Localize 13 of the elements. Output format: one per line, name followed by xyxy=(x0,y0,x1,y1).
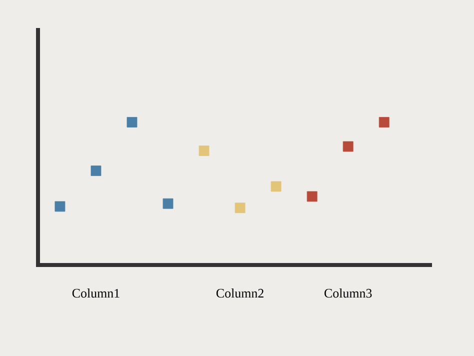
point xyxy=(162,198,174,209)
point xyxy=(270,181,282,192)
point xyxy=(342,141,354,152)
x-tick-label: Column2 xyxy=(216,288,264,298)
x-tick-label: Column1 xyxy=(72,288,120,298)
point xyxy=(54,201,66,212)
point xyxy=(306,191,318,202)
point xyxy=(234,202,246,214)
point xyxy=(90,166,102,176)
point xyxy=(126,117,138,128)
point xyxy=(198,146,210,156)
point xyxy=(378,117,390,128)
x-tick-label: Column3 xyxy=(324,288,372,298)
